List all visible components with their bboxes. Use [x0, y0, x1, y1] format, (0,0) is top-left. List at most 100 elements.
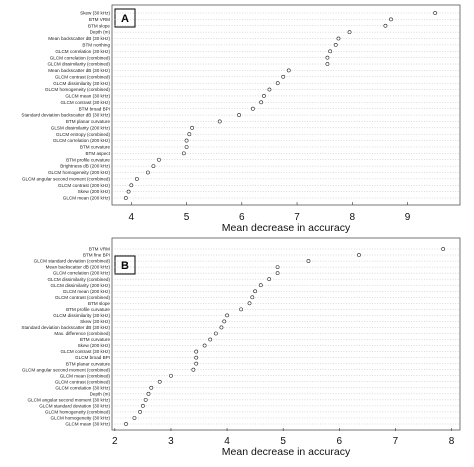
panel-a-badge: [114, 8, 136, 28]
category-label: BTM aspect: [85, 151, 110, 156]
data-point: [190, 125, 194, 130]
data-point: [275, 81, 280, 86]
category-label: GLCM mean (200 kHz): [63, 289, 111, 294]
x-tick-label: 4: [129, 212, 135, 223]
category-label: GLCM dissimilarity (30 kHz): [53, 313, 110, 318]
category-label: GLCM contrast (30 kHz): [60, 349, 110, 354]
data-point: [336, 36, 341, 41]
x-tick-label: 6: [239, 212, 245, 223]
category-label: GLCM entropy (combined): [56, 132, 111, 137]
data-point: [333, 42, 338, 47]
data-point: [275, 265, 280, 270]
category-label: GLCM homogeneity (30 kHz): [51, 416, 111, 421]
x-tick-label: 6: [337, 436, 343, 447]
category-label: BTM VRM: [89, 17, 110, 22]
category-label: GLCM standard deviation (combined): [34, 259, 111, 264]
category-label: GLCM standard deviation (30 kHz): [39, 403, 110, 408]
panel-a-xlabel: Mean decrease in accuracy: [222, 222, 351, 234]
data-point: [184, 138, 189, 143]
data-point: [247, 301, 252, 306]
data-point: [181, 151, 186, 156]
category-label: GLCM contrast (200 kHz): [58, 183, 111, 188]
data-point: [157, 157, 161, 162]
data-point: [357, 253, 361, 257]
data-point: [124, 422, 128, 426]
category-label: GLCM dissimilarity (200 kHz): [51, 283, 111, 288]
data-point: [250, 106, 255, 111]
category-label: BTM profile curvature: [66, 157, 110, 162]
data-point: [328, 49, 333, 54]
data-point: [253, 289, 258, 294]
category-label: BTM northing: [82, 42, 110, 47]
category-label: GLCM homogeneity (combined): [45, 410, 111, 415]
data-point: [149, 385, 154, 390]
category-label: GLCM correlation (30 kHz): [55, 385, 110, 390]
data-point: [219, 325, 224, 330]
category-label: GLCM dissimilarity (combined): [47, 277, 110, 282]
panel-b-letter: B: [121, 260, 129, 272]
data-point: [325, 55, 330, 60]
category-label: Skew (200 kHz): [78, 343, 111, 348]
category-label: BTM planar curvature: [66, 119, 111, 124]
data-point: [132, 416, 137, 420]
x-tick-label: 5: [184, 212, 190, 223]
category-label: GLCM mean (30 kHz): [65, 94, 110, 99]
data-point: [191, 367, 196, 372]
category-label: Mean backscatter dB (30 kHz): [48, 36, 110, 41]
category-label: BTM curvature: [80, 337, 111, 342]
category-label: GLCM contrast (combined): [55, 379, 111, 384]
category-label: Mean backscatter dB (30 kHz): [48, 68, 110, 73]
category-label: BTM VRM: [89, 247, 110, 252]
panel-b-xlabel: Mean decrease in accuracy: [222, 446, 351, 458]
category-label: Brightness dB (200 kHz): [60, 164, 110, 169]
x-tick-label: 5: [280, 436, 286, 447]
category-label: GLCM mean (30 kHz): [65, 422, 110, 427]
category-label: Depth (m): [90, 391, 111, 396]
data-point: [213, 331, 218, 336]
x-tick-label: 8: [449, 436, 455, 447]
category-label: GLCM correlation (combined): [50, 55, 111, 60]
data-point: [250, 295, 255, 300]
data-point: [306, 259, 311, 263]
data-point: [123, 196, 128, 200]
category-label: GLCM homogeneity (200 kHz): [48, 170, 111, 175]
category-label: Depth (m): [90, 30, 111, 35]
x-tick-label: 4: [224, 436, 230, 447]
data-point: [239, 307, 243, 312]
category-label: GLCM contrast (combined): [55, 74, 111, 79]
category-label: Standard deviation backscatter dB (30 kH…: [21, 325, 110, 330]
data-point: [347, 30, 352, 35]
x-tick-label: 7: [393, 436, 399, 447]
category-label: BTM slope: [88, 23, 110, 28]
x-tick-label: 9: [405, 212, 411, 223]
data-point: [267, 277, 272, 282]
category-label: GLCM homogeneity (combined): [45, 87, 111, 92]
data-point: [187, 132, 192, 137]
data-point: [441, 247, 446, 251]
data-point: [208, 337, 213, 342]
data-point: [325, 62, 330, 66]
data-point: [140, 403, 145, 408]
category-label: BTM profile curvature: [66, 307, 110, 312]
category-label: GLCM correlation (200 kHz): [53, 271, 111, 276]
panel-a-frame: [111, 4, 461, 206]
data-point: [126, 189, 131, 194]
category-label: GLCM contrast (combined): [55, 295, 111, 300]
category-label: GLCM broad BPI: [75, 355, 110, 360]
category-label: GLCM correlation (30 kHz): [55, 49, 110, 54]
category-label: Skew (200 kHz): [78, 189, 111, 194]
data-point: [258, 283, 263, 288]
data-point: [281, 74, 286, 79]
category-label: BTM planar curvature: [66, 361, 111, 366]
data-point: [138, 410, 142, 414]
category-label: GLCM dissimilarity (30 kHz): [53, 81, 110, 86]
data-point: [286, 68, 291, 73]
category-label: GLCM mean (200 kHz): [63, 196, 111, 201]
category-label: BTM curvature: [80, 145, 111, 150]
data-point: [237, 113, 241, 117]
data-point: [146, 170, 150, 175]
data-point: [225, 313, 229, 318]
data-point: [146, 391, 151, 396]
data-point: [194, 361, 199, 366]
